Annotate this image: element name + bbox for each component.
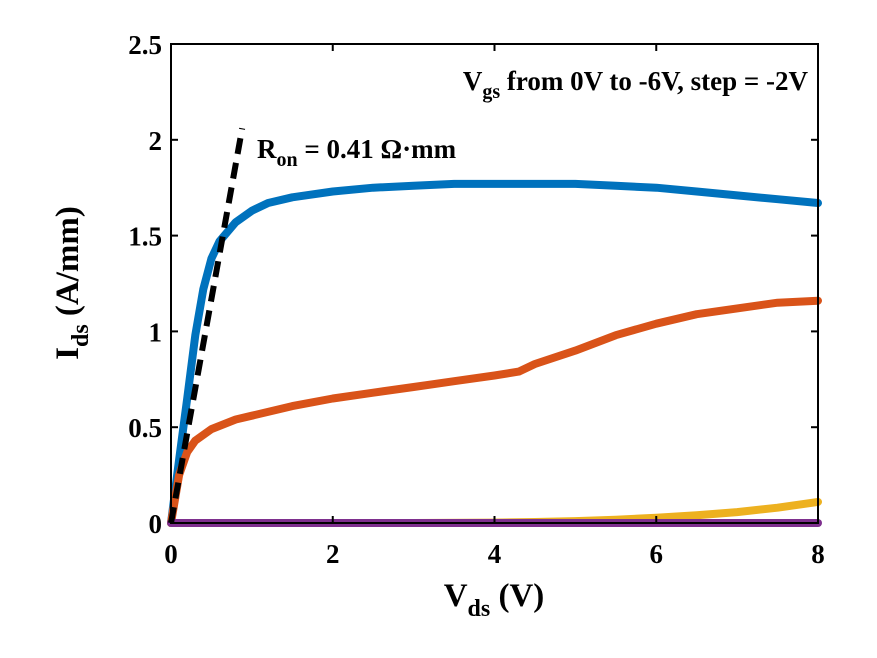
ron-fit-dashed-line <box>168 127 246 524</box>
x-tick-label: 6 <box>650 539 664 569</box>
y-tick-label: 0.5 <box>128 413 162 443</box>
y-tick-label: 2 <box>149 126 163 156</box>
bottom-strip <box>0 636 877 658</box>
vgs-annotation: Vgs from 0V to -6V, step = -2V <box>463 66 809 103</box>
y-tick-label: 1 <box>149 317 163 347</box>
y-axis-label: Ids (A/mm) <box>50 206 94 360</box>
x-tick-label: 4 <box>488 539 502 569</box>
ron-annotation: Ron = 0.41 Ω·mm <box>257 134 457 171</box>
x-tick-label: 0 <box>164 539 178 569</box>
x-tick-label: 8 <box>811 539 825 569</box>
plot-lines <box>167 127 822 527</box>
y-tick-label: 2.5 <box>128 30 162 60</box>
plot-frame <box>170 43 819 524</box>
tick-labels: 0 2 4 6 8 0 0.5 1 1.5 2 2.5 <box>128 30 825 569</box>
ticks <box>170 43 819 524</box>
y-tick-label: 1.5 <box>128 222 162 252</box>
x-axis-label: Vds (V) <box>444 578 545 622</box>
series-line-2 <box>167 296 822 527</box>
series-line-1 <box>167 179 822 527</box>
x-tick-label: 2 <box>326 539 340 569</box>
y-tick-label: 0 <box>149 509 163 539</box>
